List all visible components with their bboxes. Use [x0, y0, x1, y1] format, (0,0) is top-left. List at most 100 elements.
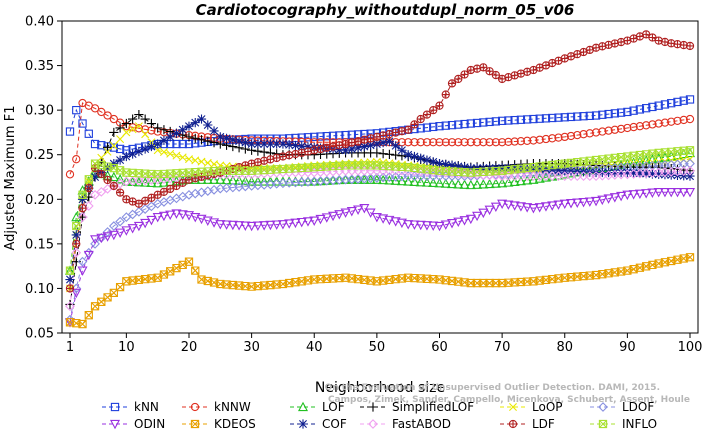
data-point-odin [584, 197, 595, 207]
y-tick-label: 0.05 [25, 327, 54, 342]
data-point-ldof [403, 171, 414, 181]
data-point-knnw [460, 138, 469, 147]
data-point-cof [65, 274, 75, 285]
data-point-cof [297, 141, 307, 151]
data-point-knnw [497, 138, 507, 147]
series-line-kdeos [69, 256, 691, 325]
legend-label: FastABOD [392, 417, 451, 431]
data-point-cof [178, 125, 188, 135]
data-point-cof [228, 135, 238, 145]
data-point-loop [191, 156, 200, 165]
data-point-lof [365, 174, 376, 184]
data-point-knn [623, 107, 632, 117]
data-point-knn [454, 120, 463, 129]
data-point-simplifiedlof [378, 149, 388, 159]
data-point-knn [316, 132, 325, 141]
data-point-fastabod [90, 189, 100, 200]
legend-label: LoOP [532, 400, 563, 414]
data-point-knn [654, 101, 663, 110]
data-point-cof [90, 172, 100, 182]
data-point-kdeos [184, 257, 194, 266]
data-point-lof [396, 175, 407, 186]
data-point-simplifiedlof [190, 133, 200, 143]
data-point-odin [259, 221, 270, 231]
data-point-knn [667, 99, 676, 108]
data-point-odin [365, 208, 376, 218]
data-point-knnw [504, 137, 513, 147]
data-point-kdeos [191, 266, 200, 275]
data-point-cof [560, 166, 570, 176]
data-point-knn [491, 117, 501, 126]
data-point-odin [678, 188, 689, 198]
data-point-knn [485, 117, 494, 127]
data-point-lof [459, 179, 470, 189]
data-point-cof [366, 140, 376, 150]
data-point-ldf [103, 175, 112, 185]
data-point-ldf [491, 70, 501, 80]
legend: kNN kNNW LOF SimplifiedLOF LoOP LDOF ODIN KDEOS… [102, 400, 657, 431]
data-point-knnw [635, 122, 645, 131]
data-point-cof [372, 139, 382, 149]
data-point-ldf [84, 184, 93, 193]
data-point-odin [591, 196, 602, 207]
data-point-lof [540, 172, 551, 182]
data-point-lof [152, 177, 163, 188]
data-point-cof [265, 139, 276, 149]
data-point-lof [133, 176, 144, 187]
data-point-ldof [415, 171, 426, 181]
data-point-knnw [97, 107, 106, 117]
data-point-knn [504, 116, 513, 125]
data-point-inflo [78, 190, 87, 199]
data-point-knn [460, 119, 469, 129]
data-point-cof [234, 136, 244, 146]
data-point-knn [685, 95, 695, 104]
data-point-fastabod [65, 301, 75, 312]
data-point-ldof [77, 256, 88, 267]
legend-marker [509, 403, 517, 411]
data-point-cof [497, 163, 507, 173]
data-point-ldf [447, 79, 457, 88]
plot-frame [61, 20, 699, 334]
data-point-knn [297, 133, 306, 142]
series-points-fastabod [65, 165, 695, 312]
data-point-lof [490, 178, 501, 188]
data-point-ldof [422, 171, 432, 181]
data-point-ldf [454, 74, 463, 84]
data-point-simplifiedlof [372, 148, 382, 158]
data-point-knn [516, 115, 526, 124]
data-point-fastabod [534, 171, 545, 181]
data-point-lof [497, 177, 508, 188]
data-point-knn [441, 121, 450, 130]
data-point-odin [647, 188, 658, 198]
data-point-ldf [109, 181, 118, 191]
data-point-lof [403, 176, 414, 186]
data-point-simplifiedlof [115, 123, 125, 133]
legend-item-cof: COF [290, 417, 347, 431]
data-point-odin [315, 214, 326, 225]
data-point-knn [679, 96, 688, 105]
data-point-fastabod [516, 171, 526, 181]
data-point-simplifiedlof [384, 149, 394, 159]
data-point-odin [165, 210, 176, 221]
data-point-odin [284, 219, 295, 229]
data-point-lof [215, 174, 226, 184]
data-point-loop [84, 177, 93, 186]
data-point-lof [528, 174, 539, 184]
data-point-ldof [90, 238, 100, 249]
y-tick-label: 0.30 [25, 104, 54, 119]
legend-label: ODIN [134, 417, 165, 431]
legend-label: LDOF [622, 400, 654, 414]
data-point-cof [121, 151, 131, 162]
data-point-ldf [78, 204, 87, 213]
data-point-cof [553, 165, 564, 175]
series-line-fastabod [69, 170, 691, 307]
data-point-knn [629, 106, 638, 115]
data-point-knn [548, 113, 557, 123]
data-point-lof [246, 176, 257, 186]
data-point-odin [252, 221, 263, 231]
data-point-knnw [454, 138, 463, 147]
y-tick-label: 0.20 [25, 193, 54, 208]
data-point-knnw [134, 124, 144, 133]
data-point-odin [421, 221, 432, 231]
data-point-odin [108, 230, 119, 241]
